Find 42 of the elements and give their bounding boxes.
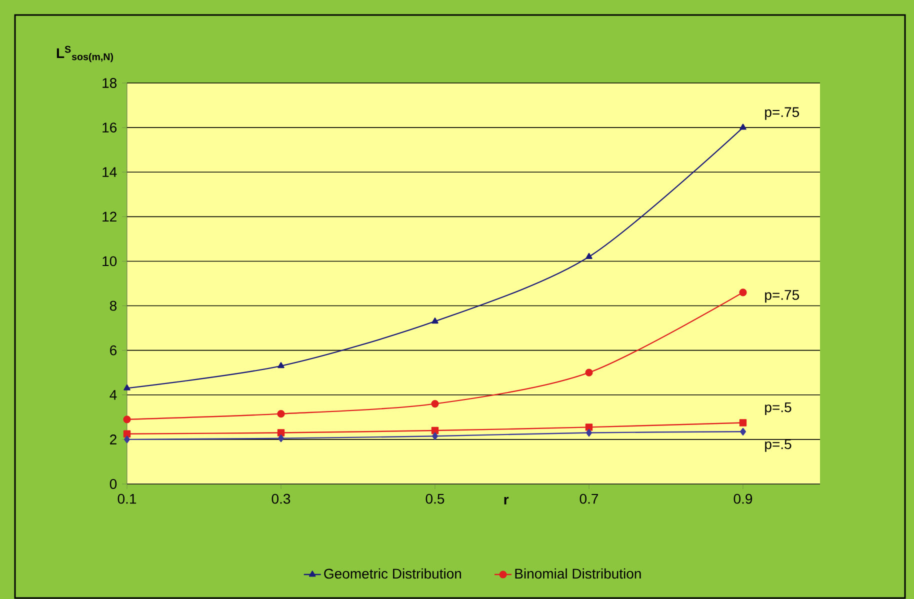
- point: [586, 252, 592, 259]
- point: [278, 362, 284, 368]
- legend-label: Geometric Distribution: [324, 568, 462, 579]
- point: [431, 426, 439, 434]
- point: [739, 288, 747, 296]
- y-tick-label: 10: [102, 256, 117, 266]
- point: [124, 384, 130, 390]
- x-axis-title: r: [504, 496, 509, 504]
- point: [124, 436, 130, 444]
- point: [278, 434, 284, 442]
- x-tick-label: 0.9: [734, 494, 752, 504]
- point: [432, 432, 438, 440]
- y-tick-label: 12: [102, 212, 116, 222]
- y-tick-label: 0: [110, 479, 117, 489]
- point: [586, 428, 592, 437]
- x-tick-label: 0.7: [580, 494, 598, 504]
- y-tick-label: 14: [102, 167, 117, 177]
- y-tick-label: 2: [110, 434, 116, 444]
- y-tick-label: 8: [110, 300, 117, 311]
- point: [740, 428, 746, 436]
- point: [740, 124, 746, 130]
- y-tick-label: 18: [102, 78, 117, 88]
- point: [585, 424, 593, 431]
- x-tick-label: 0.1: [118, 494, 136, 504]
- annotation: p=.75: [765, 290, 800, 303]
- x-tick-label: 0.3: [272, 494, 290, 504]
- point: [432, 318, 438, 324]
- x-tick-label: 0.5: [426, 494, 444, 504]
- annotation: p=.5: [765, 402, 792, 416]
- annotation: p=.5: [765, 439, 792, 452]
- y-tick-label: 16: [102, 122, 117, 133]
- point: [123, 416, 131, 424]
- annotation: p=.75: [765, 107, 800, 120]
- point: [739, 419, 747, 426]
- legend-label: Binomial Distribution: [515, 568, 641, 579]
- y-tick-label: 6: [110, 345, 117, 356]
- point: [431, 400, 439, 408]
- point: [277, 410, 285, 418]
- point: [585, 368, 593, 376]
- y-axis-title: L$^{S}$sos(m,N): [56, 46, 114, 62]
- y-tick-label: 4: [110, 390, 117, 400]
- point: [277, 429, 285, 436]
